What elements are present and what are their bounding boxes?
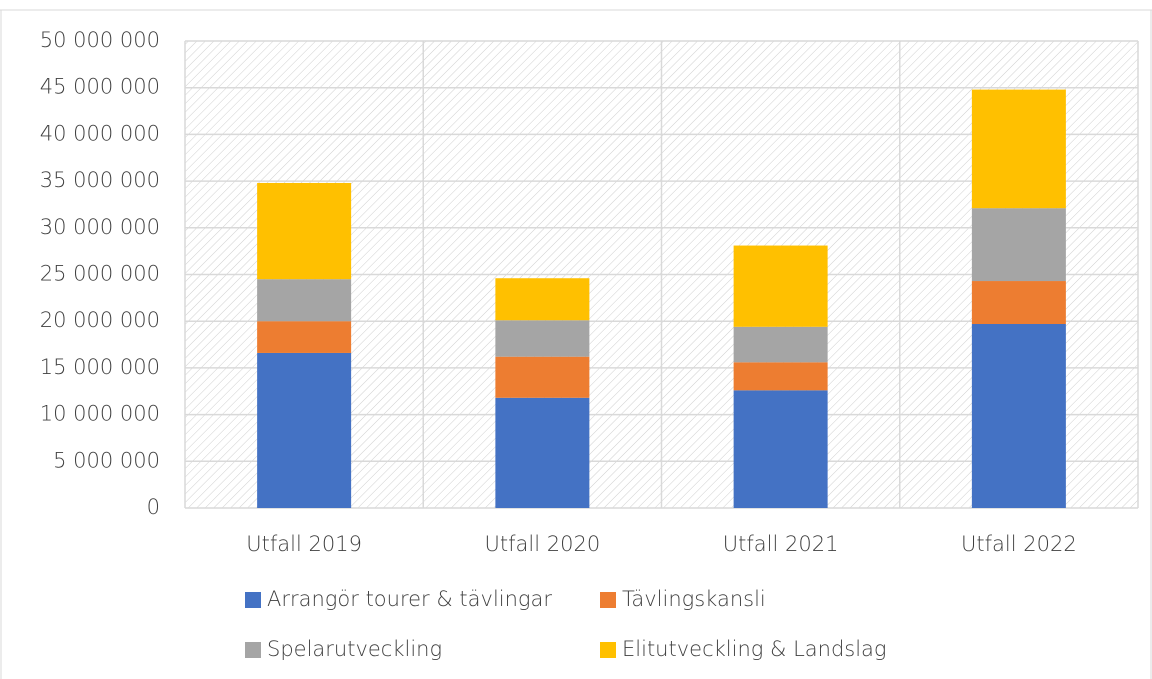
bar-segment (733, 390, 828, 508)
bar-segment (733, 362, 828, 391)
y-tick-label: 40 000 000 (40, 121, 160, 145)
bar-segment (733, 245, 828, 327)
y-tick-label: 45 000 000 (40, 75, 160, 99)
legend-swatch (245, 592, 261, 608)
bar-segment (257, 321, 352, 353)
bar-segment (495, 278, 590, 321)
x-tick-label: Utfall 2022 (961, 532, 1077, 556)
y-tick-label: 15 000 000 (40, 355, 160, 379)
bar-segment (971, 208, 1066, 282)
x-tick-label: Utfall 2019 (246, 532, 362, 556)
bar-segment (257, 279, 352, 322)
bar-segment (971, 324, 1066, 508)
legend-label: Elitutveckling & Landslag (622, 637, 887, 661)
legend-swatch (600, 642, 616, 658)
y-tick-label: 10 000 000 (40, 402, 160, 426)
bar-segment (971, 281, 1066, 325)
bar-segment (733, 326, 828, 363)
legend-label: Spelarutveckling (267, 637, 442, 661)
bar-segment (257, 182, 352, 280)
y-tick-label: 0 (147, 495, 160, 519)
legend-swatch (600, 592, 616, 608)
bar-segment (971, 89, 1066, 209)
y-tick-label: 35 000 000 (40, 168, 160, 192)
bar-segment (495, 397, 590, 508)
y-tick-label: 20 000 000 (40, 308, 160, 332)
legend-label: Arrangör tourer & tävlingar (267, 587, 552, 611)
y-tick-label: 50 000 000 (40, 28, 160, 52)
legend-swatch (245, 642, 261, 658)
x-tick-label: Utfall 2021 (723, 532, 839, 556)
legend-label: Tävlingskansli (622, 587, 766, 611)
y-tick-label: 5 000 000 (53, 448, 160, 472)
bar-segment (257, 352, 352, 508)
x-tick-label: Utfall 2020 (485, 532, 601, 556)
bar-segment (495, 356, 590, 398)
y-tick-label: 30 000 000 (40, 215, 160, 239)
y-tick-label: 25 000 000 (40, 262, 160, 286)
bar-segment (495, 320, 590, 357)
